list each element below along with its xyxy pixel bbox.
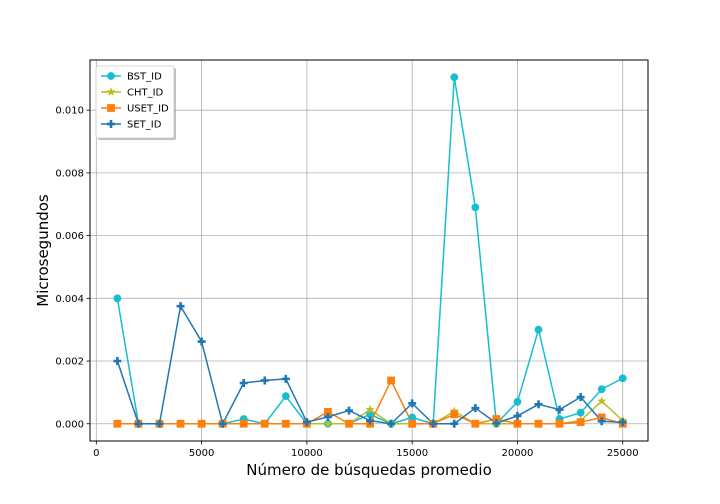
series-uset-id-point <box>513 419 522 428</box>
x-tick-label: 0 <box>93 448 99 459</box>
series-set-id-point <box>366 416 375 425</box>
x-tick-label: 20000 <box>502 448 534 459</box>
series-set-id-point <box>155 419 164 428</box>
series-set-id-point <box>134 419 143 428</box>
series-set-id-point <box>618 418 627 427</box>
series-set-id-point <box>576 393 585 402</box>
series-bst-id-point <box>618 374 627 383</box>
y-tick-label: 0.008 <box>55 168 84 179</box>
series-set-id-point <box>471 404 480 413</box>
series-uset-id-point <box>281 419 290 428</box>
series-set-id-point <box>197 337 206 346</box>
y-tick-label: 0.000 <box>55 419 84 430</box>
x-axis-title: Número de búsquedas promedio <box>246 461 492 479</box>
series-set-id-point <box>450 419 459 428</box>
x-tick-label: 10000 <box>291 448 323 459</box>
legend-cht-id-label: CHT_ID <box>127 88 164 99</box>
plot-frame <box>89 59 649 442</box>
y-axis-title: Microsegundos <box>34 194 52 307</box>
series-markers <box>112 73 628 428</box>
series-bst-id-point <box>281 392 290 401</box>
legend-set-id-label: SET_ID <box>127 120 162 131</box>
series-cht-id-point <box>596 396 607 406</box>
series-uset-id-point <box>555 419 564 428</box>
series-uset-id-point <box>345 419 353 428</box>
series-uset-id-point <box>576 418 585 427</box>
series-cht-id-point <box>323 418 333 428</box>
series-bst-id-point <box>576 408 585 417</box>
series-uset-id-point <box>176 419 185 428</box>
series-set-id-point <box>113 357 122 366</box>
legend-bst-id: BST_ID <box>101 72 162 83</box>
series-bst-id-point <box>597 385 606 394</box>
y-tick-label: 0.010 <box>55 106 84 117</box>
legend-box <box>95 65 175 139</box>
series-set-id-point <box>344 406 353 415</box>
series-set-id-point <box>597 417 606 426</box>
series-set-id-point <box>492 419 501 428</box>
series-bst-id-point <box>113 294 122 303</box>
legend-uset-id: USET_ID <box>101 104 169 115</box>
legend-cht-id: CHT_ID <box>101 87 164 99</box>
series-uset-id-point <box>260 419 269 428</box>
series-set-id-point <box>408 399 417 408</box>
legend-uset-id-swatch-point <box>107 104 115 112</box>
series-uset-id-point <box>408 419 417 428</box>
series-set-id-point <box>281 374 290 383</box>
series-uset-id-point <box>471 419 480 428</box>
series-uset-id-point <box>534 419 543 428</box>
series-set-id-point <box>260 376 269 385</box>
x-tick-label: 15000 <box>396 448 428 459</box>
series-uset-id-point <box>450 410 459 419</box>
series-set-id-markers <box>113 302 627 428</box>
legend-bst-id-swatch-point <box>107 72 115 80</box>
series-bst-id-point <box>534 325 543 334</box>
y-tick-label: 0.002 <box>55 357 84 368</box>
x-axis-ticks: 0 5000 10000 15000 20000 25000 <box>93 441 639 459</box>
legend-set-id-swatch-point <box>107 120 115 128</box>
x-tick-label: 5000 <box>189 448 214 459</box>
series-bst-id-point <box>513 397 522 406</box>
series-cht-id-point <box>365 404 375 414</box>
legend-uset-id-label: USET_ID <box>127 104 169 115</box>
series-uset-id-point <box>239 419 248 428</box>
series-uset-id-point <box>387 376 396 385</box>
legend-cht-id-swatch-point <box>106 87 116 96</box>
series-set-id-point <box>513 411 522 420</box>
y-axis-ticks: 0.000 0.002 0.004 0.006 0.008 0.010 <box>55 106 90 430</box>
series-set-id-point <box>218 419 227 428</box>
series-set-id-point <box>429 419 438 428</box>
series-uset-id-point <box>197 419 206 428</box>
series-set-id-point <box>555 405 564 414</box>
legend-bst-id-label: BST_ID <box>127 72 162 83</box>
series-bst-id-point <box>471 203 480 212</box>
plot-area <box>90 60 648 441</box>
series-set-id-point <box>323 412 332 421</box>
series-bst-id-point <box>450 73 459 82</box>
legend: BST_ID CHT_ID USET_ID SET_ID <box>95 65 176 140</box>
series-set-id-point <box>176 302 185 311</box>
series-set-id-point <box>302 418 311 427</box>
grid <box>90 60 648 441</box>
series-set-id-point <box>534 400 543 409</box>
series-set-id-point <box>387 419 396 428</box>
legend-set-id: SET_ID <box>101 120 162 131</box>
series-set-id-point <box>239 378 248 387</box>
y-tick-label: 0.004 <box>55 294 84 305</box>
y-tick-label: 0.006 <box>55 231 84 242</box>
series-uset-id-point <box>113 419 122 428</box>
x-tick-label: 25000 <box>607 448 639 459</box>
